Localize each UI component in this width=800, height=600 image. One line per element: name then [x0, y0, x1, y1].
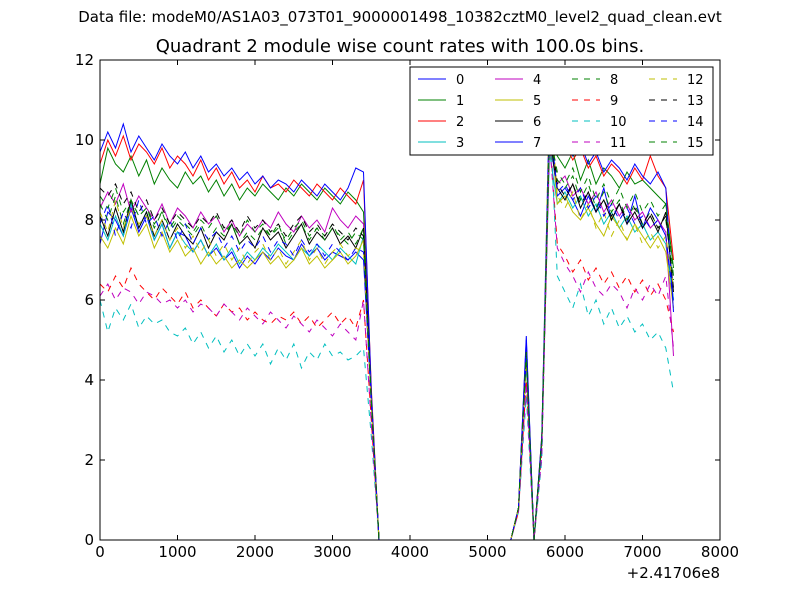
legend-label-15: 15	[687, 136, 704, 151]
x-offset-label: +2.41706e8	[627, 564, 720, 582]
legend-label-12: 12	[687, 73, 704, 88]
x-tick-label: 8000	[701, 543, 739, 561]
legend-label-10: 10	[610, 115, 627, 130]
x-tick-label: 5000	[468, 543, 506, 561]
legend-label-3: 3	[456, 136, 464, 151]
series-line-2	[99, 123, 674, 541]
legend-label-2: 2	[456, 115, 464, 130]
x-tick-label: 6000	[546, 543, 584, 561]
series-line-9	[99, 131, 674, 541]
legend-label-14: 14	[687, 115, 704, 130]
x-tick-label: 7000	[623, 543, 661, 561]
series-line-10	[99, 107, 674, 541]
x-tick-label: 1000	[158, 543, 196, 561]
y-tick-label: 2	[84, 451, 94, 469]
y-tick-label: 6	[84, 291, 94, 309]
x-tick-label: 2000	[236, 543, 274, 561]
legend-label-6: 6	[533, 115, 541, 130]
legend-label-11: 11	[610, 136, 627, 151]
ticks-layer: 0 1000 2000 3000 4000 5000 6000 7000 80000246810…	[75, 51, 739, 561]
y-tick-label: 0	[84, 531, 94, 549]
x-tick-label: 3000	[313, 543, 351, 561]
series-line-14	[99, 115, 674, 541]
series-layer	[99, 87, 674, 541]
y-tick-label: 4	[84, 371, 94, 389]
series-line-5	[99, 107, 674, 541]
x-tick-label: 4000	[391, 543, 429, 561]
y-tick-label: 10	[75, 131, 94, 149]
x-tick-label: 0	[95, 543, 105, 561]
legend-label-0: 0	[456, 73, 464, 88]
y-tick-label: 12	[75, 51, 94, 69]
series-line-4	[99, 139, 674, 541]
y-tick-label: 8	[84, 211, 94, 229]
series-line-12	[99, 87, 674, 541]
legend-label-4: 4	[533, 73, 541, 88]
series-line-13	[99, 119, 674, 541]
series-line-8	[99, 127, 674, 541]
suptitle: Data file: modeM0/AS1A03_073T01_90000014…	[78, 8, 722, 26]
series-line-11	[99, 139, 674, 541]
series-line-6	[99, 135, 674, 541]
series-line-1	[99, 139, 674, 541]
legend-label-7: 7	[533, 136, 541, 151]
series-line-7	[99, 99, 674, 541]
chart-title: Quadrant 2 module wise count rates with …	[155, 36, 645, 57]
legend-box	[409, 66, 714, 156]
legend-label-1: 1	[456, 94, 464, 109]
legend-label-5: 5	[533, 94, 541, 109]
series-line-15	[99, 131, 674, 541]
legend-label-13: 13	[687, 94, 704, 109]
legend-label-9: 9	[610, 94, 618, 109]
series-line-3	[99, 151, 674, 541]
legend-label-8: 8	[610, 73, 618, 88]
